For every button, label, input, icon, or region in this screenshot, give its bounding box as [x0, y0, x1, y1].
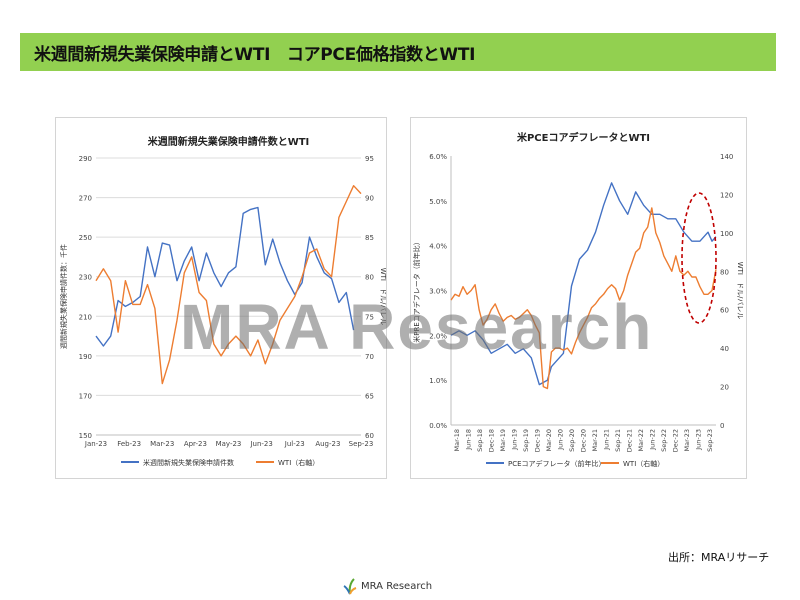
- series-line-2: [95, 184, 362, 385]
- y2-tick-label: 60: [720, 307, 729, 315]
- x-tick-label: Dec-20: [580, 429, 588, 452]
- y-tick-label: 1.0%: [429, 377, 447, 385]
- y-tick-label: 170: [79, 392, 92, 400]
- series-line-1: [95, 206, 355, 347]
- y-tick-label: 250: [79, 234, 92, 242]
- y2-tick-label: 75: [365, 313, 374, 321]
- y2-tick-label: 70: [365, 353, 374, 361]
- page-title: 米週間新規失業保険申請とWTI コアPCE価格指数とWTI: [34, 45, 476, 65]
- y2-axis-label: WTI ドル/バレル: [379, 268, 386, 326]
- x-tick-label: Jun-23: [695, 429, 703, 451]
- y-tick-label: 150: [79, 432, 92, 440]
- legend-label: 米週間新規失業保険申請件数: [143, 458, 234, 467]
- y2-axis-label: WTI ドル/バレル: [736, 262, 744, 320]
- x-tick-label: Aug-23: [315, 440, 340, 448]
- y2-tick-label: 100: [720, 230, 733, 238]
- logo: MRA Research: [343, 577, 432, 595]
- x-tick-label: Mar-18: [453, 429, 461, 451]
- x-tick-label: Jul-23: [284, 440, 305, 448]
- y2-tick-label: 80: [720, 268, 729, 276]
- chart-panel-core-pce: 米PCEコアデフレータとWTI 0.0% 1.0% 2.0% 3.0% 4.0% 5.0% 6…: [410, 117, 747, 479]
- y2-tick-label: 95: [365, 155, 374, 163]
- x-tick-label: Sep-23: [706, 429, 714, 452]
- title-banner: 米週間新規失業保険申請とWTI コアPCE価格指数とWTI: [20, 33, 776, 71]
- y-tick-label: 270: [79, 195, 92, 203]
- x-tick-label: Sep-18: [476, 429, 484, 452]
- y-tick-label: 3.0%: [429, 288, 447, 296]
- jobless-claims-chart: 米週間新規失業保険申請件数とWTI 150 170 190 210 230 250 270 29…: [59, 135, 387, 467]
- x-tick-label: May-23: [216, 440, 242, 448]
- source-note: 出所：MRAリサーチ: [668, 551, 770, 564]
- x-tick-label: Mar-19: [499, 429, 507, 451]
- y-tick-label: 210: [79, 313, 92, 321]
- series-line-2: [450, 207, 717, 390]
- chart-panel-jobless-claims: 米週間新規失業保険申請件数とWTI 150 170 190 210 230 250 270 29…: [55, 117, 387, 479]
- logo-mark-icon: [343, 578, 357, 595]
- x-tick-label: Mar-23: [683, 429, 691, 451]
- y-tick-label: 5.0%: [429, 198, 447, 206]
- y-tick-label: 2.0%: [429, 332, 447, 340]
- x-tick-label: Sep-23: [349, 440, 374, 448]
- y-tick-label: 0.0%: [429, 422, 447, 430]
- core-pce-chart: 米PCEコアデフレータとWTI 0.0% 1.0% 2.0% 3.0% 4.0% 5.0% 6…: [412, 131, 744, 468]
- x-tick-label: Mar-22: [637, 429, 645, 451]
- x-tick-label: Jan-23: [84, 440, 107, 448]
- series-line-1: [450, 182, 717, 386]
- x-tick-label: Dec-18: [487, 429, 495, 452]
- chart-title: 米週間新規失業保険申請件数とWTI: [148, 135, 310, 148]
- x-tick-label: Dec-22: [672, 429, 680, 452]
- y2-tick-label: 85: [365, 234, 374, 242]
- logo-text: MRA Research: [361, 580, 433, 592]
- x-tick-label: Jun-21: [603, 429, 611, 451]
- x-tick-label: Jun-18: [464, 429, 472, 451]
- x-tick-label: Feb-23: [117, 440, 141, 448]
- y-axis-label: 週間新規失業保険申請件数：千件: [59, 244, 68, 349]
- y-tick-label: 190: [79, 353, 92, 361]
- y2-tick-label: 90: [365, 195, 374, 203]
- x-tick-label: Dec-21: [626, 429, 634, 452]
- legend-label: PCEコアデフレータ（前年比）: [508, 459, 606, 468]
- y2-tick-label: 60: [365, 432, 374, 440]
- x-tick-label: Sep-19: [522, 429, 530, 452]
- x-tick-label: Jun-23: [249, 440, 272, 448]
- x-tick-label: Mar-20: [545, 429, 553, 451]
- x-tick-label: Sep-20: [568, 429, 576, 452]
- x-tick-label: Jun-20: [556, 429, 564, 451]
- watermark: MRA Research: [180, 291, 654, 363]
- x-tick-label: Apr-23: [184, 440, 207, 448]
- x-tick-label: Dec-19: [533, 429, 541, 452]
- y-tick-label: 6.0%: [429, 153, 447, 161]
- y-tick-label: 230: [79, 274, 92, 282]
- legend-label: WTI（右軸）: [278, 458, 319, 467]
- y-axis-label: 米PREコアデフレータ（前年比）: [412, 238, 421, 343]
- x-tick-label: Mar-21: [591, 429, 599, 451]
- y2-tick-label: 120: [720, 191, 733, 199]
- y2-tick-label: 40: [720, 345, 729, 353]
- legend-label: WTI（右軸）: [623, 459, 664, 468]
- y-tick-label: 4.0%: [429, 243, 447, 251]
- y2-tick-label: 65: [365, 392, 374, 400]
- highlight-ellipse: [681, 192, 717, 324]
- x-tick-label: Jun-22: [649, 429, 657, 451]
- y2-tick-label: 140: [720, 153, 733, 161]
- x-tick-label: Sep-22: [660, 429, 668, 452]
- y-tick-label: 290: [79, 155, 92, 163]
- y2-tick-label: 80: [365, 274, 374, 282]
- y2-tick-label: 0: [720, 422, 724, 430]
- x-tick-label: Jun-19: [510, 429, 518, 451]
- x-tick-label: Mar-23: [150, 440, 174, 448]
- y2-tick-label: 20: [720, 384, 729, 392]
- x-tick-label: Sep-21: [614, 429, 622, 452]
- chart-title: 米PCEコアデフレータとWTI: [517, 131, 650, 144]
